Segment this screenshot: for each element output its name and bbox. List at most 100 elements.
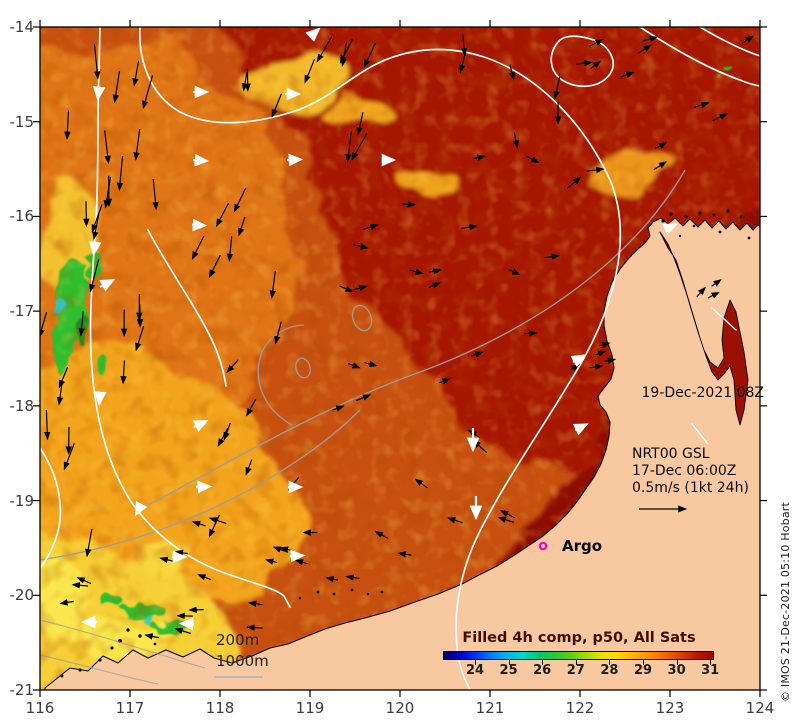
current-vector (178, 617, 195, 631)
current-vector (91, 204, 103, 233)
current-arrows-black (40, 34, 755, 640)
current-vector (63, 443, 75, 471)
colorbar-tick-label: 27 (566, 663, 585, 678)
current-vector (99, 278, 116, 292)
current-vector (470, 351, 484, 358)
current-vector (589, 38, 604, 47)
product-legend: NRT00 GSL 17-Dec 06:00Z 0.5m/s (1kt 24h) (632, 446, 749, 497)
current-vector (340, 42, 347, 67)
bathymetry-contours (40, 169, 686, 685)
current-vector (56, 382, 64, 406)
vector-scale-label: 0.5m/s (1kt 24h) (632, 480, 749, 496)
colorbar-tick-mark (676, 660, 678, 665)
y-tick-label: -19 (9, 491, 35, 510)
colorbar-tick-mark (710, 660, 712, 665)
colorbar-tick-mark (475, 660, 476, 665)
current-vector (712, 113, 729, 122)
colorbar-tick-mark (508, 660, 510, 665)
current-vector (402, 201, 417, 208)
current-vector (637, 44, 652, 54)
colorbar-tick-mark (542, 660, 544, 665)
current-vector (217, 427, 229, 447)
current-vector (191, 236, 205, 260)
map-date-label: 19-Dec-2021 08Z (641, 385, 765, 401)
current-vector (93, 391, 107, 407)
current-vector (345, 574, 360, 581)
current-vector (473, 154, 486, 161)
current-vector (589, 363, 604, 371)
current-vector (208, 517, 227, 524)
current-vector (58, 366, 69, 389)
current-vector (590, 60, 602, 69)
x-tick-label: 116 (25, 699, 55, 717)
colorbar-tick-label: 29 (633, 663, 653, 678)
copyright-credit: © IMOS 21-Dec-2021 05:10 Hobart (779, 501, 792, 702)
argo-label: Argo (562, 537, 603, 555)
current-vector (142, 75, 154, 110)
current-vector (499, 510, 516, 519)
current-vector (363, 43, 376, 68)
current-vector (586, 166, 605, 174)
current-vector (78, 311, 85, 337)
current-vector (460, 34, 468, 57)
x-tick-label: 121 (475, 699, 505, 717)
current-vector (332, 405, 345, 412)
current-vector (40, 311, 48, 338)
current-vector (604, 357, 617, 364)
current-vector (104, 130, 111, 165)
current-vector (246, 624, 263, 631)
current-vector (497, 516, 515, 523)
current-vector (339, 285, 354, 293)
colorbar-tick-mark (609, 660, 611, 665)
current-vector (274, 321, 282, 345)
current-vector (572, 423, 589, 436)
current-vector (43, 409, 51, 441)
current-vector (112, 71, 120, 104)
sea-level-contours (40, 27, 760, 690)
current-vector (553, 76, 561, 100)
current-vector (523, 330, 538, 337)
current-vector (428, 268, 442, 275)
current-vector (576, 59, 593, 67)
current-vector (316, 36, 333, 63)
current-vector (215, 202, 230, 228)
current-vector (208, 254, 221, 279)
depth-contour-label-1000m: 1000m (216, 652, 269, 670)
product-name: NRT00 GSL (632, 446, 710, 462)
map-frame (39, 26, 761, 691)
current-vector (195, 480, 213, 494)
current-vector (174, 627, 191, 635)
current-vector (134, 500, 148, 517)
current-vector (226, 359, 239, 374)
y-tick-label: -17 (9, 302, 35, 321)
colorbar-tick-label: 30 (667, 663, 686, 678)
current-vector (271, 93, 282, 118)
current-vector (653, 161, 668, 171)
current-vector (364, 360, 378, 368)
depth-contour-sample-line (214, 676, 263, 678)
current-vector (447, 517, 463, 524)
current-vector (223, 422, 231, 441)
product-date: 17-Dec 06:00Z (632, 463, 737, 479)
current-vector (133, 128, 141, 161)
x-tick-label: 119 (295, 699, 325, 717)
current-vector (192, 419, 209, 433)
current-vector (325, 576, 339, 583)
colorbar (443, 651, 714, 660)
colorbar-tick-label: 25 (499, 663, 518, 678)
current-vector (233, 188, 247, 213)
current-vector (655, 142, 668, 149)
current-vector (286, 153, 304, 167)
current-vector (599, 341, 611, 349)
colorbar-tick-mark (575, 660, 577, 665)
current-arrows-white (80, 27, 679, 631)
current-vector (92, 86, 106, 102)
colorbar-tick-mark (643, 660, 644, 665)
colorbar-tick-label: 24 (465, 663, 485, 678)
current-vector (707, 291, 720, 299)
colorbar-title: Filled 4h comp, p50, All Sats (462, 630, 696, 646)
current-vector (362, 224, 379, 231)
current-vector (741, 35, 755, 45)
current-vector (467, 430, 481, 439)
